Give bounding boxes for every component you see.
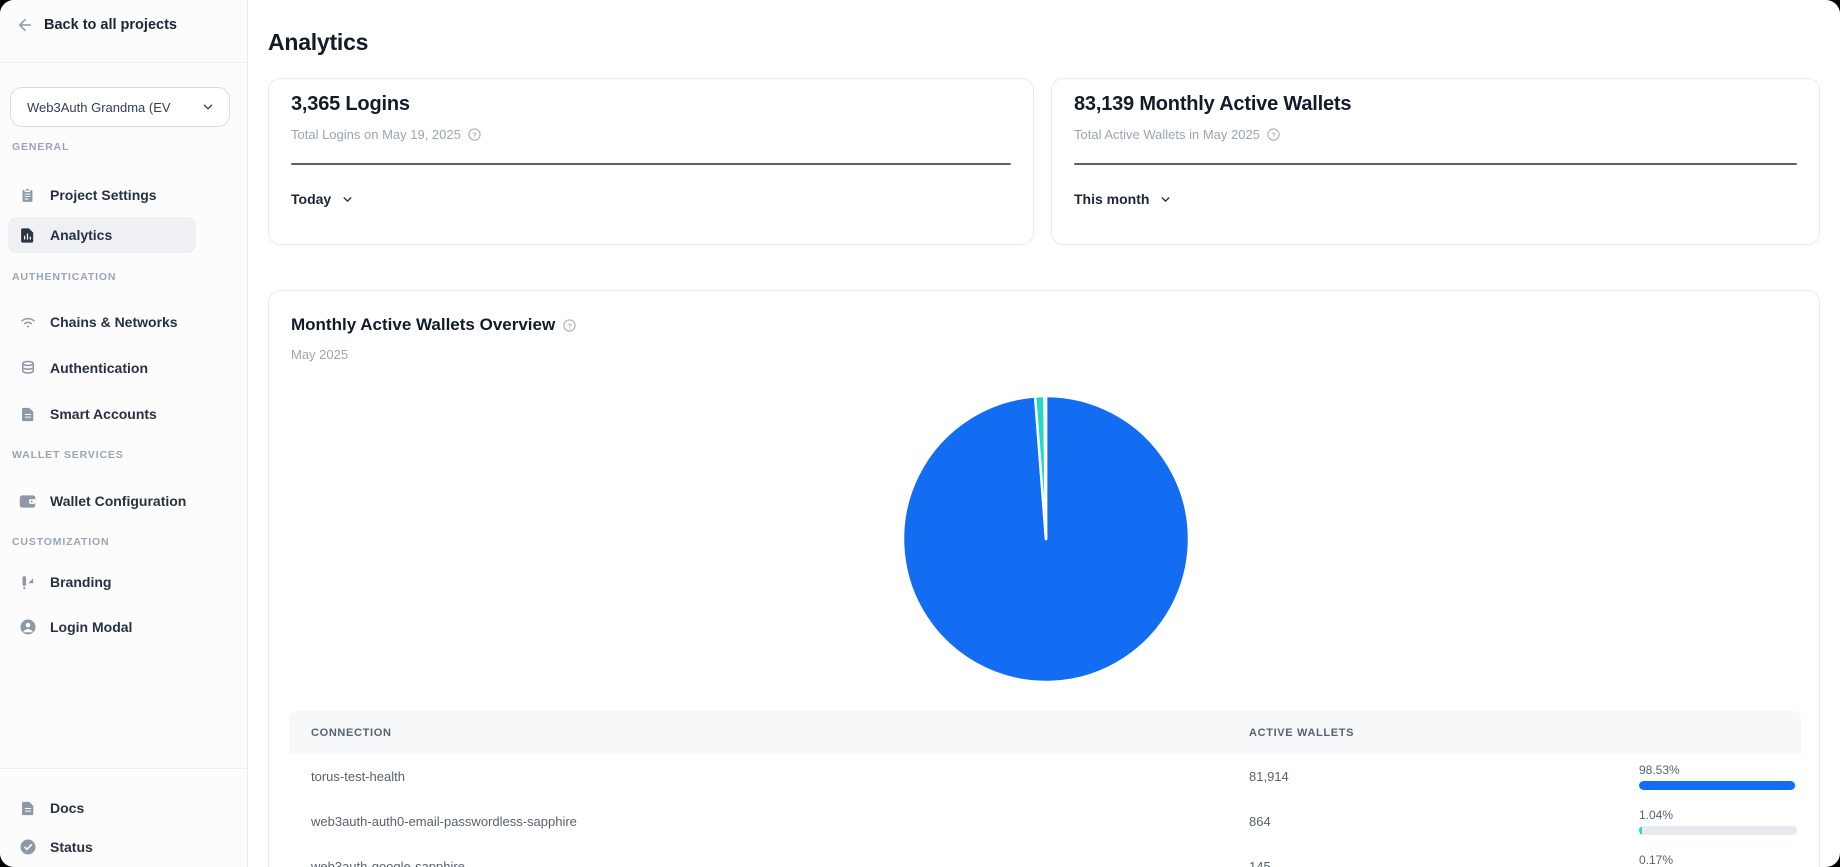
sidebar-bottom-divider [0,768,247,769]
sidebar-item-project-settings[interactable]: Project Settings [8,177,196,213]
sidebar-item-docs[interactable]: Docs [8,790,196,826]
active-wallets-stat-card: 83,139 Monthly Active Wallets Total Acti… [1051,78,1820,245]
monthly-active-wallets-overview-card: Monthly Active Wallets Overview ? May 20… [268,290,1820,867]
section-label-customization: CUSTOMIZATION [12,536,110,548]
back-label: Back to all projects [44,17,177,33]
wifi-icon [18,313,37,332]
sidebar-item-analytics[interactable]: Analytics [8,217,196,253]
sidebar-item-smart-accounts[interactable]: Smart Accounts [8,396,196,432]
analytics-chart-icon [18,226,37,245]
help-icon[interactable]: ? [1266,127,1281,142]
logins-stat-card: 3,365 Logins Total Logins on May 19, 202… [268,78,1034,245]
active-wallets-range-selector[interactable]: This month [1074,191,1172,207]
active-wallets-value: 81,914 [1249,769,1289,784]
overview-subtitle: May 2025 [291,347,349,362]
connection-name: web3auth-google-sapphire [311,859,465,867]
svg-text:?: ? [567,321,572,330]
active-wallets-value: 145 [1249,859,1271,867]
chevron-down-icon [201,100,215,114]
section-label-authentication: AUTHENTICATION [12,271,117,283]
sidebar-item-label: Authentication [50,360,148,376]
column-header-active-wallets: ACTIVE WALLETS [1249,726,1355,739]
document-icon [18,405,37,424]
sidebar-item-chains-networks[interactable]: Chains & Networks [8,304,196,340]
table-header-row: CONNECTION ACTIVE WALLETS [289,711,1801,754]
connections-table: CONNECTION ACTIVE WALLETS torus-test-hea… [289,711,1801,867]
logins-stat-title: 3,365 Logins [291,93,410,115]
sidebar-item-branding[interactable]: Branding [8,564,196,600]
sidebar-item-label: Smart Accounts [50,406,157,422]
sidebar-item-label: Status [50,839,93,855]
connection-name: torus-test-health [311,769,405,784]
help-icon[interactable]: ? [562,318,577,333]
logins-range-selector[interactable]: Today [291,191,354,207]
percent-bar [1639,781,1797,790]
active-wallets-value: 864 [1249,814,1271,829]
sidebar-item-label: Branding [50,574,112,590]
table-row: web3auth-google-sapphire 145 0.17% [289,844,1801,867]
percent-bar [1639,826,1797,835]
column-header-connection: CONNECTION [311,726,392,739]
percent-label: 0.17% [1639,853,1674,867]
connection-name: web3auth-auth0-email-passwordless-sapphi… [311,814,577,829]
chevron-down-icon [1159,193,1172,206]
svg-text:?: ? [472,130,477,139]
section-label-wallet-services: WALLET SERVICES [12,449,124,461]
chevron-down-icon [341,193,354,206]
svg-text:?: ? [1271,130,1276,139]
sidebar: Back to all projects Web3Auth Grandma (E… [0,0,248,867]
user-circle-icon [18,618,37,637]
chart-axis-line [1074,163,1797,165]
project-selector-value: Web3Auth Grandma (EV [27,99,171,115]
active-wallets-stat-title: 83,139 Monthly Active Wallets [1074,93,1352,115]
check-circle-icon [18,838,37,857]
active-wallets-pie-chart[interactable] [901,394,1191,684]
project-selector[interactable]: Web3Auth Grandma (EV [10,87,230,127]
page-title: Analytics [268,29,369,56]
section-label-general: GENERAL [12,141,70,153]
database-stack-icon [18,359,37,378]
clipboard-icon [18,186,37,205]
sidebar-item-status[interactable]: Status [8,829,196,865]
help-icon[interactable]: ? [467,127,482,142]
sidebar-item-label: Docs [50,800,85,816]
chart-axis-line [291,163,1011,165]
brush-icon [18,573,37,592]
wallet-icon [18,492,37,511]
sidebar-item-login-modal[interactable]: Login Modal [8,609,196,645]
sidebar-item-label: Wallet Configuration [50,493,187,509]
overview-title: Monthly Active Wallets Overview [291,315,556,334]
document-icon [18,799,37,818]
percent-label: 1.04% [1639,808,1674,822]
sidebar-item-label: Login Modal [50,619,133,635]
arrow-left-icon [16,16,34,34]
sidebar-item-label: Chains & Networks [50,314,178,330]
sidebar-top-divider [0,62,247,63]
back-to-projects-link[interactable]: Back to all projects [16,16,177,34]
sidebar-item-label: Analytics [50,227,113,243]
active-wallets-stat-subtitle: Total Active Wallets in May 2025 [1074,127,1260,142]
sidebar-item-label: Project Settings [50,187,157,203]
table-row: web3auth-auth0-email-passwordless-sapphi… [289,799,1801,844]
table-row: torus-test-health 81,914 98.53% [289,754,1801,799]
logins-stat-subtitle: Total Logins on May 19, 2025 [291,127,461,142]
sidebar-item-authentication[interactable]: Authentication [8,350,196,386]
sidebar-item-wallet-configuration[interactable]: Wallet Configuration [8,483,196,519]
percent-label: 98.53% [1639,763,1680,777]
